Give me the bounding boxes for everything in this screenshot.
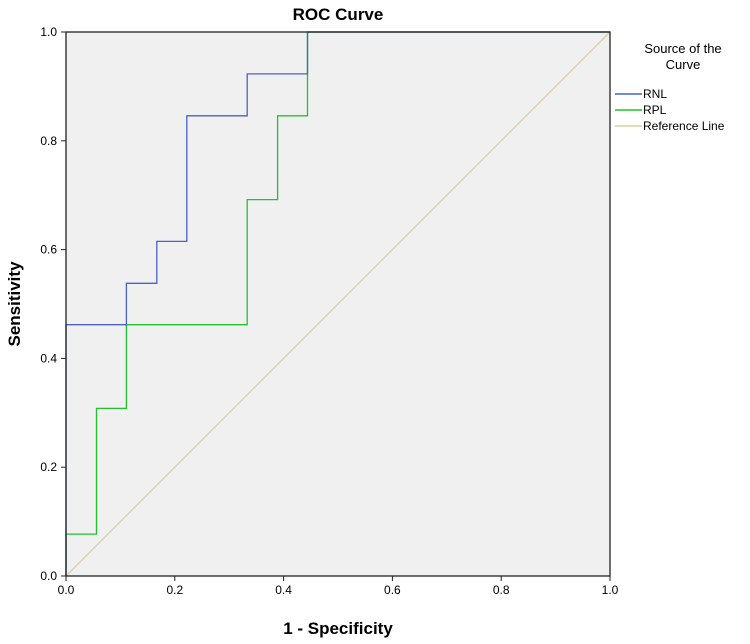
legend-title-line1: Source of the — [644, 41, 721, 56]
legend-label-rnl: RNL — [643, 87, 667, 101]
y-tick-label: 0.4 — [40, 351, 57, 365]
series-line-rnl — [65, 31, 610, 576]
series-line-rpl — [65, 31, 610, 576]
x-tick-label: 0.6 — [384, 583, 401, 597]
chart-title: ROC Curve — [293, 5, 384, 24]
y-tick-label: 0.6 — [40, 243, 57, 257]
y-tick-label: 0.0 — [40, 569, 57, 583]
x-tick-label: 0.8 — [493, 583, 510, 597]
y-axis-label: Sensitivity — [5, 261, 24, 347]
x-tick-label: 0.2 — [166, 583, 183, 597]
y-tick-label: 0.8 — [40, 134, 57, 148]
y-tick-label: 0.2 — [40, 460, 57, 474]
x-tick-label: 0.4 — [275, 583, 292, 597]
x-tick-label: 1.0 — [602, 583, 619, 597]
legend-label-rpl: RPL — [643, 103, 667, 117]
legend-title-line2: Curve — [666, 57, 701, 72]
legend-label-reference-line: Reference Line — [643, 119, 725, 133]
series-line-reference-line — [65, 31, 611, 577]
x-tick-label: 0.0 — [58, 583, 75, 597]
x-axis-label: 1 - Specificity — [283, 619, 393, 638]
plot-frame — [65, 31, 611, 577]
y-tick-label: 1.0 — [40, 25, 57, 39]
